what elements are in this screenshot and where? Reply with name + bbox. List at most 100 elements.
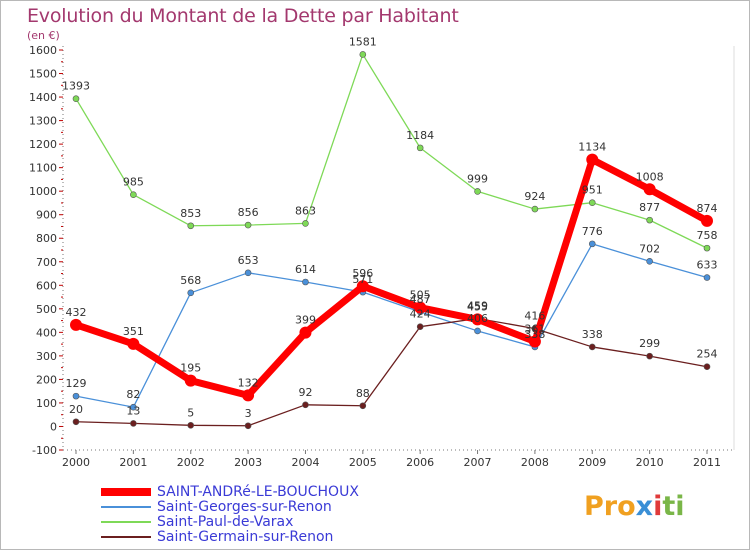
x-tick-label: 2006	[406, 456, 434, 469]
data-point-s3-6	[416, 323, 424, 331]
data-point-s3-3	[244, 422, 252, 430]
x-tick-label: 2002	[177, 456, 205, 469]
data-point-s2-8	[531, 205, 539, 213]
x-tick-label: 2000	[62, 456, 90, 469]
data-point-s3-4	[302, 401, 309, 409]
data-point-s2-11	[703, 244, 711, 252]
x-tick-label: 2009	[578, 456, 606, 469]
x-tick-label: 2005	[349, 456, 377, 469]
data-label-s2-11: 758	[697, 229, 718, 242]
data-label-s1-11: 633	[697, 259, 718, 272]
series-line-1	[75, 243, 708, 408]
x-tick-label: 2001	[119, 456, 147, 469]
legend-label-3: Saint-Germain-sur-Renon	[157, 529, 334, 545]
data-point-s1-2	[187, 289, 195, 297]
series-line-0	[72, 156, 711, 399]
data-point-s0-4	[299, 326, 312, 339]
y-tick-label: 600	[36, 279, 57, 292]
data-point-s2-4	[302, 220, 309, 227]
data-point-s2-7	[474, 188, 481, 195]
data-label-s2-5: 1581	[349, 35, 377, 48]
x-tick-label: 2007	[464, 456, 492, 469]
data-label-s3-4: 92	[298, 386, 312, 399]
data-point-s0-0	[70, 318, 82, 331]
data-label-s1-10: 702	[639, 242, 660, 255]
data-label-s1-0: 129	[66, 377, 87, 390]
y-tick-label: 800	[36, 232, 57, 245]
data-label-s3-10: 299	[639, 337, 660, 350]
data-label-s0-4: 399	[295, 314, 316, 327]
data-label-s0-6: 505	[410, 289, 431, 302]
legend-label-1: Saint-Georges-sur-Renon	[157, 499, 332, 515]
data-label-s1-3: 653	[238, 254, 259, 267]
chart-subtitle: (en €)	[27, 29, 60, 42]
y-tick-label: 300	[36, 350, 57, 363]
data-point-s3-2	[187, 421, 195, 429]
data-point-s0-3	[242, 389, 255, 402]
data-label-s2-0: 1393	[62, 80, 90, 93]
y-tick-label: -100	[32, 444, 57, 457]
data-label-s3-1: 13	[126, 404, 140, 417]
data-label-s2-2: 853	[180, 207, 201, 220]
data-label-s0-1: 351	[123, 325, 144, 338]
data-point-s2-10	[646, 216, 653, 224]
x-tick-label: 2008	[521, 456, 549, 469]
y-tick-label: 500	[36, 303, 57, 316]
y-tick-label: 0	[50, 420, 57, 433]
data-point-s0-11	[701, 214, 713, 227]
data-point-s2-9	[588, 199, 596, 207]
legend-label-2: Saint-Paul-de-Varax	[157, 514, 294, 530]
data-label-s3-2: 5	[187, 406, 194, 419]
data-point-s2-3	[244, 221, 252, 229]
data-point-s0-8	[528, 335, 541, 348]
legend-swatch-3	[101, 536, 151, 538]
data-label-s1-7: 406	[467, 312, 488, 325]
y-tick-label: 1100	[29, 162, 57, 175]
data-label-s3-5: 88	[356, 387, 370, 400]
data-point-s1-9	[588, 240, 596, 248]
data-point-s2-1	[130, 191, 137, 199]
data-point-s1-10	[646, 257, 653, 265]
data-label-s0-5: 596	[352, 267, 373, 280]
data-label-s2-6: 1184	[406, 129, 434, 142]
data-point-s3-5	[359, 402, 367, 410]
data-label-s2-8: 924	[524, 190, 545, 203]
data-point-s2-0	[72, 95, 80, 103]
data-point-s0-2	[184, 374, 197, 387]
series-line-3	[75, 317, 708, 427]
data-label-s1-4: 614	[295, 263, 316, 276]
x-tick-label: 2010	[636, 456, 664, 469]
data-point-s1-7	[474, 327, 481, 335]
data-label-s0-3: 132	[238, 376, 259, 389]
y-tick-label: 1400	[29, 91, 57, 104]
data-label-s3-3: 3	[245, 407, 252, 420]
data-label-s2-10: 877	[639, 201, 660, 214]
legend-label-0: SAINT-ANDRé-LE-BOUCHOUX	[157, 484, 359, 500]
data-point-s0-9	[586, 153, 599, 166]
data-label-s0-11: 874	[697, 202, 718, 215]
data-point-s3-1	[130, 420, 137, 427]
y-tick-label: 100	[36, 397, 57, 410]
data-point-s2-2	[187, 222, 195, 230]
data-label-s2-9: 951	[582, 184, 603, 197]
y-tick-label: 700	[36, 256, 57, 269]
legend-swatch-0	[101, 488, 151, 496]
data-point-s0-6	[414, 301, 427, 314]
data-point-s3-9	[588, 343, 596, 351]
data-label-s1-1: 82	[126, 388, 140, 401]
data-label-s2-7: 999	[467, 172, 488, 185]
data-label-s1-2: 568	[180, 274, 201, 287]
chart-title: Evolution du Montant de la Dette par Hab…	[27, 5, 459, 27]
x-tick-label: 2003	[234, 456, 262, 469]
data-point-s2-5	[359, 51, 367, 58]
series-line-2	[75, 53, 708, 249]
x-tick-label: 2011	[693, 456, 721, 469]
data-point-s0-10	[643, 183, 656, 196]
data-label-s0-10: 1008	[636, 170, 664, 183]
data-label-s2-4: 863	[295, 204, 316, 217]
data-label-s0-8: 361	[524, 323, 545, 336]
data-label-s0-2: 195	[180, 362, 201, 375]
data-label-s2-3: 856	[238, 206, 259, 219]
data-label-s0-9: 1134	[578, 141, 606, 154]
